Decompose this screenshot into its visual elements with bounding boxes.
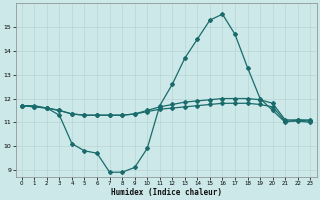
X-axis label: Humidex (Indice chaleur): Humidex (Indice chaleur) (110, 188, 221, 197)
